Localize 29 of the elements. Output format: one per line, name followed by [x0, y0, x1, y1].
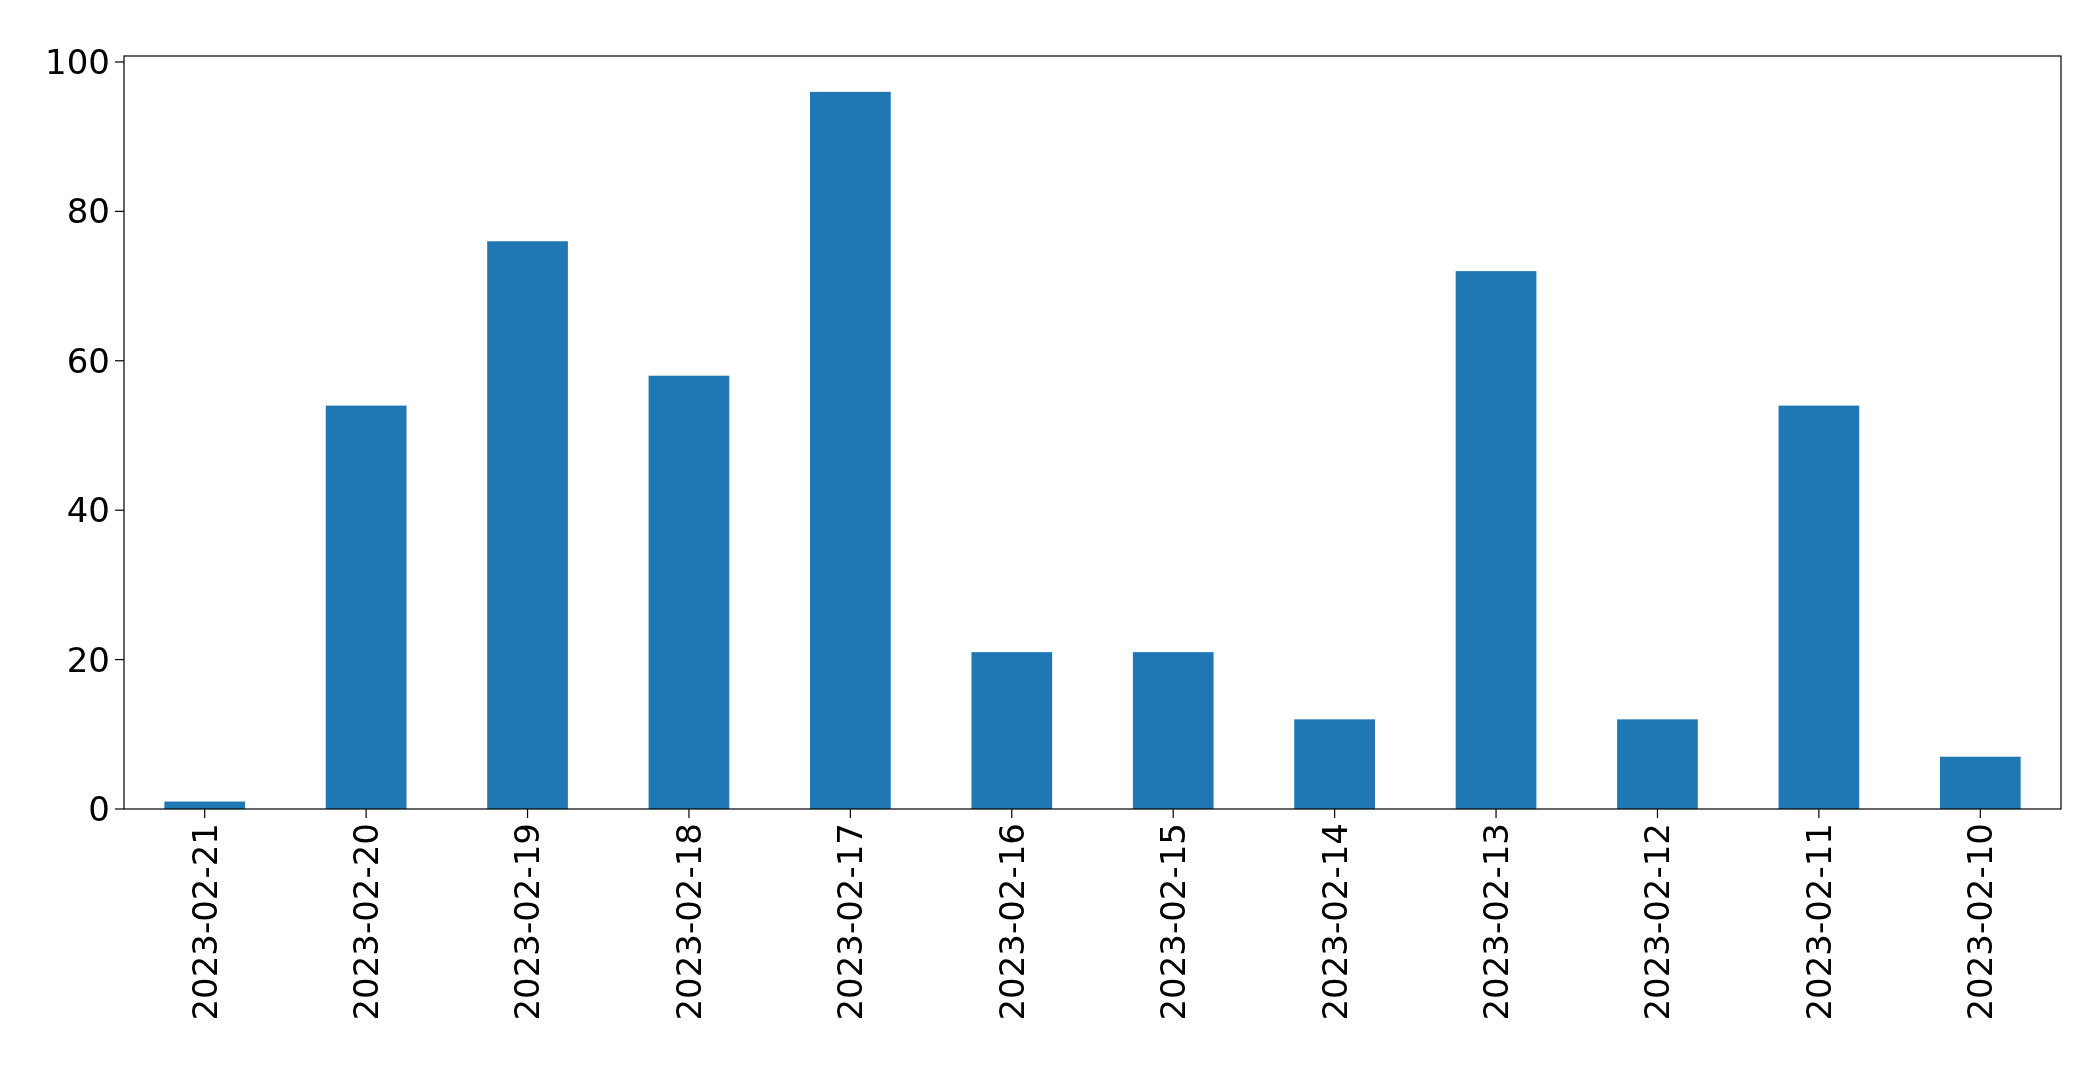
bar: [1132, 652, 1214, 809]
x-tick-label: 2023-02-18: [668, 823, 709, 1021]
x-tick-label: 2023-02-16: [991, 823, 1032, 1021]
x-tick-label: 2023-02-15: [1153, 823, 1194, 1021]
bar: [1617, 719, 1698, 809]
bar: [1294, 719, 1375, 809]
bar: [810, 91, 891, 809]
bar: [325, 405, 407, 809]
bar: [487, 241, 568, 809]
y-tick-label: 100: [45, 41, 110, 82]
x-tick-label: 2023-02-17: [830, 823, 871, 1021]
y-tick-label: 20: [66, 639, 110, 680]
bar: [1778, 405, 1860, 809]
x-tick-label: 2023-02-21: [184, 823, 225, 1021]
bar: [648, 375, 730, 809]
y-tick-label: 40: [66, 490, 110, 531]
y-tick-label: 60: [66, 340, 110, 381]
y-tick-label: 80: [66, 191, 110, 232]
x-tick-label: 2023-02-10: [1960, 823, 2001, 1021]
x-tick-label: 2023-02-13: [1475, 823, 1516, 1021]
y-tick-label: 0: [88, 788, 110, 829]
x-tick-label: 2023-02-20: [346, 823, 387, 1021]
x-tick-label: 2023-02-19: [507, 823, 548, 1021]
x-tick-label: 2023-02-11: [1798, 823, 1839, 1021]
x-tick-label: 2023-02-12: [1637, 823, 1678, 1021]
x-tick-label: 2023-02-14: [1314, 823, 1355, 1021]
bar: [1939, 756, 2021, 809]
bar: [971, 652, 1053, 809]
bar: [1455, 271, 1537, 809]
